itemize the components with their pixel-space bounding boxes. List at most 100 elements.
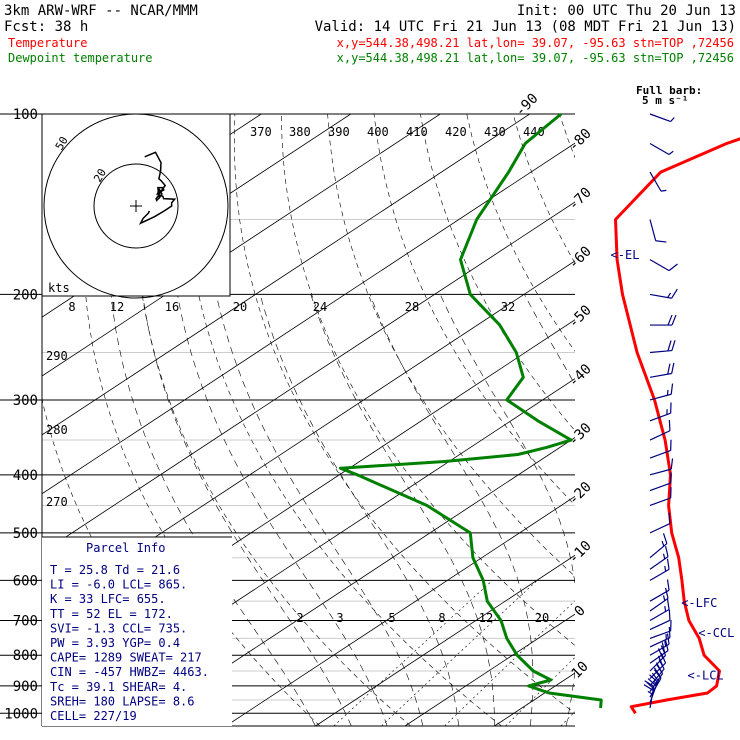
wind-barb-full (666, 579, 670, 591)
wind-barb-full (666, 558, 670, 570)
isotherm-label: -80 (566, 126, 595, 155)
hodograph: 20 50 kts 8 12 16 20 24 28 32 (41, 113, 515, 314)
wind-barb-full (670, 402, 672, 414)
hodograph-tick-label: 24 (313, 300, 327, 314)
wind-barb-full (671, 288, 678, 299)
wind-barb-full (664, 587, 669, 599)
pressure-tick-label: 600 (13, 573, 38, 589)
hodograph-tick-label: 12 (110, 300, 124, 314)
theta-label: 290 (46, 349, 68, 363)
wind-barb (649, 472, 672, 492)
hodograph-tick-label: 20 (233, 300, 247, 314)
wind-barb-staff (649, 619, 671, 631)
isotherm-line (42, 260, 575, 613)
parcel-info-row: SVI= -1.3 CCL= 735. (50, 621, 187, 635)
temperature-label: Temperature (8, 36, 87, 50)
isotherm-line (42, 114, 530, 436)
wind-barb-staff (649, 259, 670, 272)
hodograph-ring-label: 50 (53, 134, 71, 152)
isotherm-label: -10 (566, 538, 595, 567)
wind-barb (649, 533, 668, 559)
wind-barb-half (668, 150, 674, 155)
wind-barb (649, 558, 670, 581)
wind-barb (649, 419, 671, 441)
mixing-ratio-line (505, 656, 575, 726)
wind-barb-staff (649, 497, 671, 507)
pressure-tick-label: 100 (13, 107, 38, 123)
wind-barb (649, 645, 667, 672)
wind-barb (649, 383, 674, 401)
hodograph-ring (43, 113, 229, 299)
parcel-info-row: PW = 3.93 YGP= 0.4 (50, 636, 180, 650)
wind-barb-half (664, 565, 667, 572)
pressure-tick-label: 800 (13, 648, 38, 664)
moist-adiabat-line (674, 294, 740, 726)
wind-barb-full (655, 240, 667, 243)
wind-barb (649, 142, 674, 156)
mixing-ratio-label: 12 (479, 611, 493, 625)
moist-adiabat-line (142, 294, 352, 726)
wind-barb (649, 620, 672, 639)
isotherm-line (42, 142, 575, 495)
temperature-location: x,y=544.38,498.21 lat,lon= 39.07, -95.63… (337, 36, 734, 50)
wind-barb-full (671, 362, 675, 374)
mixing-ratio-labels: 2 3 5 8 12 20 (296, 611, 549, 625)
mixing-ratio-label: 5 (388, 611, 395, 625)
wind-barb-full (664, 546, 669, 557)
wind-barb-staff (649, 219, 657, 241)
theta-e-label: 390 (328, 125, 350, 139)
wind-barb (649, 626, 671, 648)
wind-barb-full (670, 458, 674, 470)
wind-barb-staff (649, 171, 662, 192)
wind-barb-full (660, 645, 667, 656)
wind-barb-full (667, 340, 672, 352)
theta-labels: 370 380 390 400 410 420 430 440 290 280 270 (46, 125, 545, 509)
wind-barb-half (664, 606, 667, 612)
wind-barb-full (670, 487, 672, 498)
parcel-info-row: K = 33 LFC= 655. (50, 592, 166, 606)
moist-adiabat-line (259, 294, 459, 726)
dewpoint-location: x,y=544.38,498.21 lat,lon= 39.07, -95.63… (337, 51, 734, 65)
wind-barb (649, 340, 676, 354)
wind-barb (649, 546, 669, 570)
chart-header: 3km ARW-WRF -- NCAR/MMM Init: 00 UTC Thu… (4, 3, 736, 107)
init-time: Init: 00 UTC Thu 20 Jun 13 (517, 3, 736, 19)
wind-barb-staff (649, 430, 671, 441)
wind-barb-full (666, 598, 670, 610)
parcel-info-row: CAPE= 1289 SWEAT= 217 (50, 651, 202, 665)
wind-barb (649, 219, 667, 243)
theta-e-label: 400 (367, 125, 389, 139)
theta-e-label: 370 (250, 125, 272, 139)
wind-barb-staff (649, 482, 671, 492)
wind-barb-staff (649, 630, 671, 639)
pressure-tick-label: 300 (13, 393, 38, 409)
moist-adiabat-line (625, 294, 692, 726)
isotherm-label: -60 (566, 243, 595, 272)
wind-barb-full (671, 340, 676, 351)
wind-barb-half (660, 189, 667, 192)
isotherm-label: -70 (566, 185, 595, 214)
wind-barb-full (646, 681, 656, 690)
forecast-hour: Fcst: 38 h (4, 19, 88, 35)
wind-barb-full (668, 626, 671, 638)
wind-barb-staff (649, 372, 672, 378)
wind-barb-half (662, 595, 666, 601)
isotherm-labels: -90 -80 -70 -60 -50 -40 -30 -20 -10 0 10 (512, 91, 594, 682)
isotherm-label: -30 (566, 420, 595, 449)
parcel-info-box: Parcel Info T = 25.8 Td = 21.6LI = -6.0 … (42, 536, 232, 726)
isotherm-label: -50 (566, 302, 595, 331)
wind-barb-half (670, 117, 675, 122)
dewpoint-trace (338, 112, 603, 709)
dry-adiabat-line (327, 114, 575, 577)
isotherm-line (404, 613, 575, 726)
parcel-info-title: Parcel Info (86, 541, 165, 555)
wind-barb-full (670, 383, 674, 395)
isotherm-label: 10 (569, 659, 592, 682)
wind-barb-staff (649, 349, 672, 354)
level-annotation: <-CCL (698, 626, 734, 640)
isotherm-label: 0 (572, 603, 589, 620)
level-annotation: <-LCL (688, 669, 724, 683)
level-annotations: <-EL<-LFC<-CCL<-LCLM (611, 248, 735, 683)
wind-barb-full (649, 674, 658, 683)
